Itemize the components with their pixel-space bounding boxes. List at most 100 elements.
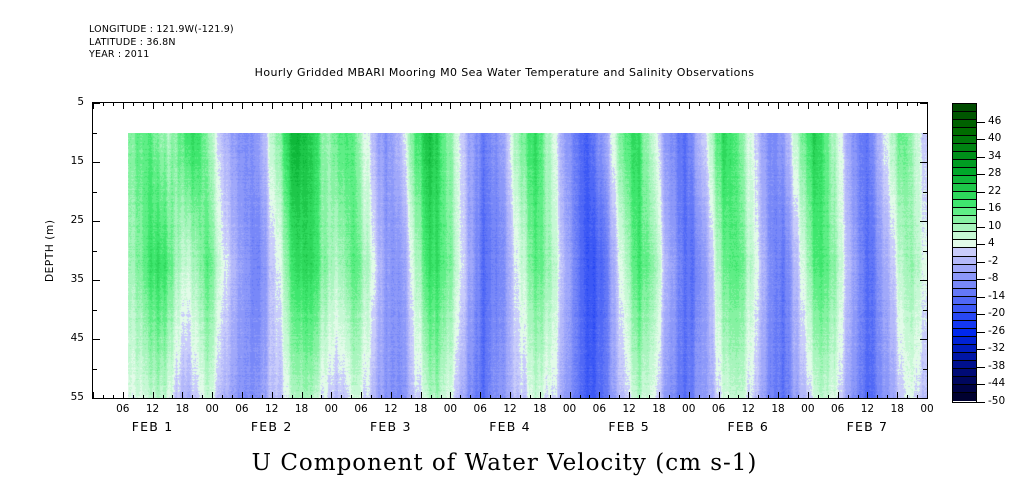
colorbar-segment (953, 256, 976, 265)
colorbar-tick (977, 401, 985, 403)
axis-tick (232, 103, 233, 106)
axis-tick (589, 395, 591, 398)
axis-tick (629, 392, 631, 398)
axis-tick (281, 103, 283, 106)
axis-tick (371, 395, 372, 398)
colorbar-tick (977, 121, 985, 123)
axis-tick (212, 103, 214, 109)
colorbar-tick (977, 139, 985, 141)
plot-area (92, 102, 928, 399)
axis-tick (778, 103, 780, 109)
axis-tick (450, 392, 452, 398)
colorbar-segment (953, 176, 976, 185)
colorbar-tick (977, 156, 985, 158)
axis-tick (920, 162, 927, 163)
x-axis-day-label: FEB 4 (489, 419, 531, 434)
axis-tick (241, 103, 243, 109)
colorbar-segment (953, 328, 976, 337)
axis-tick (410, 103, 412, 106)
axis-tick (559, 103, 561, 106)
colorbar-segment (953, 304, 976, 313)
axis-tick (172, 103, 174, 106)
x-axis-hour-label: 18 (652, 403, 666, 415)
axis-tick (748, 103, 750, 109)
axis-tick (920, 280, 927, 281)
colorbar-tick (977, 244, 985, 246)
axis-tick (807, 392, 809, 398)
axis-tick (923, 191, 927, 193)
colorbar-label: -50 (988, 394, 1006, 407)
axis-tick (837, 103, 839, 109)
axis-tick (748, 392, 750, 398)
axis-tick (93, 339, 100, 340)
colorbar-label: 22 (988, 184, 1002, 197)
axis-tick (390, 103, 392, 109)
colorbar-segment (953, 368, 976, 377)
colorbar-tick (977, 366, 985, 368)
axis-tick (569, 392, 571, 398)
axis-tick (351, 395, 353, 398)
axis-tick (341, 395, 343, 398)
colorbar-label: 4 (988, 237, 995, 250)
colorbar-segment (953, 264, 976, 273)
metadata-block: LONGITUDE : 121.9W(-121.9) LATITUDE : 36… (89, 24, 234, 62)
axis-tick (500, 395, 502, 398)
axis-tick (380, 103, 382, 106)
axis-tick (261, 103, 263, 106)
axis-tick (867, 103, 869, 109)
axis-tick (172, 395, 174, 398)
colorbar-segment (953, 224, 976, 233)
axis-tick (222, 395, 224, 398)
x-axis-hour-label: 00 (443, 403, 458, 415)
axis-tick (539, 103, 541, 109)
axis-tick (549, 103, 551, 106)
axis-tick (192, 103, 194, 106)
colorbar-tick (977, 261, 985, 263)
axis-tick (923, 309, 927, 311)
colorbar-segment (953, 296, 976, 305)
chart-title: Hourly Gridded MBARI Mooring M0 Sea Wate… (254, 66, 755, 79)
colorbar-segment (953, 336, 976, 345)
axis-tick (708, 103, 710, 106)
axis-tick (569, 103, 571, 109)
axis-tick (688, 103, 690, 109)
colorbar-tick (977, 296, 985, 298)
axis-tick (361, 103, 363, 109)
axis-tick (907, 103, 909, 106)
axis-tick (182, 103, 184, 109)
x-axis-hour-label: 00 (920, 403, 934, 415)
axis-tick (202, 395, 204, 398)
y-axis-label: 55 (70, 391, 84, 403)
axis-tick (222, 103, 224, 106)
axis-tick (923, 368, 927, 370)
x-axis-hour-label: 00 (324, 403, 338, 415)
axis-tick (420, 103, 422, 109)
x-axis-hour-label: 00 (562, 403, 577, 415)
axis-tick (807, 103, 809, 109)
axis-tick (291, 395, 293, 398)
colorbar-segment (953, 320, 976, 329)
axis-tick (758, 395, 760, 398)
axis-tick (321, 395, 323, 398)
x-axis-day-label: FEB 2 (250, 419, 293, 434)
axis-tick (93, 221, 100, 222)
colorbar-tick (977, 209, 985, 211)
x-axis-hour-label: 06 (354, 403, 368, 415)
axis-tick (93, 103, 100, 104)
axis-tick (331, 103, 333, 109)
heatmap-canvas-wrap (93, 103, 927, 398)
axis-tick (480, 103, 482, 109)
axis-tick (867, 392, 869, 398)
axis-tick (271, 392, 273, 398)
axis-tick (923, 132, 927, 134)
axis-tick (410, 395, 412, 398)
colorbar-segment (953, 112, 976, 121)
colorbar-segment (953, 144, 976, 153)
axis-tick (460, 395, 462, 398)
axis-tick (390, 392, 392, 398)
axis-tick (678, 103, 680, 106)
axis-tick (122, 103, 124, 109)
heatmap-field (127, 132, 927, 398)
colorbar-label: -38 (988, 359, 1006, 372)
x-axis-hour-label: 18 (533, 403, 547, 415)
